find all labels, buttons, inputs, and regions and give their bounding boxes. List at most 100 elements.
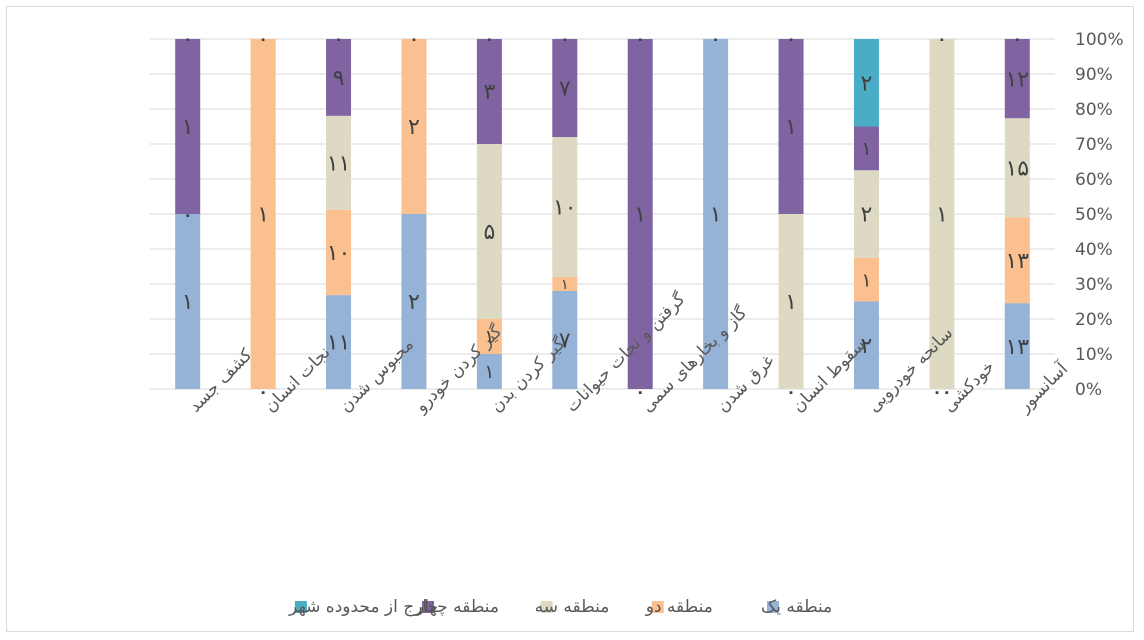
stacked-percent-bar-chart: ۱۱۰۰۱۰۰۱۱۱۰۱۱۹۰۲۲۰۱۱۵۳۰۷۱۱۰۷۰۱۰۰۱۰۱۱۰۰۲۱… [150, 30, 1124, 617]
data-label: ۲ [861, 334, 873, 359]
bar-segment [778, 214, 804, 389]
data-label: ۱۳ [1005, 335, 1029, 360]
bar-segment [1004, 303, 1030, 389]
legend-label: منطقه دو [645, 597, 713, 617]
bar-segment [1004, 39, 1030, 119]
y-tick-label: 60% [1075, 170, 1113, 190]
zero-label: ۰ [560, 30, 569, 48]
bar-segment [250, 39, 276, 389]
data-label: ۱ [936, 203, 948, 228]
y-tick-label: 80% [1075, 100, 1113, 120]
legend-item: منطقه چهار [415, 597, 499, 617]
bar-segment [175, 214, 201, 389]
zero-label: ۰ [1013, 30, 1022, 48]
bar-segment [1004, 118, 1030, 218]
bar-segment [326, 39, 352, 116]
y-tick-label: 70% [1075, 135, 1113, 155]
data-label: ۱ [634, 203, 646, 228]
data-label: ۱۱ [327, 331, 351, 356]
bar-segment [929, 39, 955, 389]
zero-label: ۰ [786, 382, 796, 401]
data-label: ۱ [257, 203, 269, 228]
zero-label: ۰ [786, 30, 795, 48]
data-label: ۱ [561, 277, 569, 293]
data-label: ۱۲ [1005, 67, 1029, 92]
data-label: ۲ [408, 290, 420, 315]
zero-label: ۰ [258, 382, 268, 401]
bar-segment [853, 170, 879, 258]
data-label: ۲ [408, 115, 420, 140]
zero-label: ۰۰ [932, 382, 952, 401]
y-tick-label: 90% [1075, 65, 1113, 85]
legend-item: منطقه سه [535, 597, 610, 617]
bar-segment [627, 39, 653, 389]
data-label: ۱۱ [327, 151, 351, 176]
legend-item: خارج از محدوده شهر [288, 597, 438, 617]
data-label: ۷ [559, 329, 571, 354]
chart-frame: ۱ ۱ ۰ ۰ ۱ ۰ ۰ ۱۱ ۱۰ ۱۱ ۹ ۰ ۲ ۲ ۰ ۱ ۱ ۵ ۳ ۰ ۷ ۱ ۱۰ ۷ ۰ ۱ ۰ ۰ ۱ ۰ ۱ ۱ ۰ ۰ ۲ ۱… [6, 6, 1134, 632]
legend-item: منطقه یک [761, 597, 832, 617]
legend-label: خارج از محدوده شهر [288, 597, 438, 617]
data-label: ۱ [182, 290, 194, 315]
legend-swatch [421, 601, 434, 613]
bar-segment [778, 39, 804, 214]
bar-segment [476, 39, 502, 144]
bar-segment [703, 39, 729, 389]
zero-label: ۰ [334, 30, 343, 48]
data-label: ۱۵ [1005, 156, 1029, 181]
bars [175, 39, 1030, 389]
legend-label: منطقه یک [761, 597, 832, 617]
y-tick-label: 40% [1075, 240, 1113, 260]
zero-label: ۰ [636, 30, 645, 48]
bar-segment [175, 39, 201, 214]
legend-item: منطقه دو [645, 597, 713, 617]
bar-segment [326, 115, 352, 210]
data-label: ۱ [861, 138, 871, 160]
legend-swatch [651, 601, 664, 613]
y-tick-label: 50% [1075, 205, 1113, 225]
zero-label: ۰ [259, 30, 268, 48]
bar-segment [552, 39, 578, 137]
data-label: ۲ [861, 203, 873, 228]
data-label: ۱ [785, 290, 797, 315]
y-tick-label: 30% [1075, 275, 1113, 295]
zero-label: ۰ [183, 30, 192, 48]
zero-label: ۰ [635, 382, 645, 401]
y-tick-label: 0% [1075, 380, 1102, 400]
data-label: ۷ [559, 77, 571, 102]
bar-segment [853, 126, 879, 171]
bar-segment [476, 319, 502, 354]
bar-segment [853, 301, 879, 389]
y-tick-label: 100% [1075, 30, 1124, 50]
legend-swatch [294, 601, 307, 613]
bar-segment [326, 295, 352, 389]
zero-label: ۰ [711, 30, 720, 48]
data-label: ۱ [785, 115, 797, 140]
data-label: ۵ [483, 220, 495, 245]
bar-segment [326, 209, 352, 296]
data-label: ۲ [861, 71, 873, 96]
bar-segment [476, 354, 502, 389]
zero-label: ۰ [183, 205, 193, 224]
bar-segment [853, 39, 879, 127]
zero-label: ۰ [409, 30, 418, 48]
data-label: ۱ [484, 361, 494, 383]
bar-segment [552, 291, 578, 389]
zero-label: ۰ [937, 30, 946, 48]
data-label: ۱۰ [327, 241, 351, 266]
bar-segment [552, 137, 578, 277]
legend-label: منطقه سه [535, 597, 610, 617]
bar-segment [853, 257, 879, 302]
legend-label: منطقه چهار [415, 597, 499, 617]
bar-segment [552, 277, 578, 291]
data-label: ۱ [861, 269, 871, 291]
y-tick-label: 20% [1075, 310, 1113, 330]
data-label: ۱۰ [553, 196, 577, 221]
y-axis: 0% 10% 20% 30% 40% 50% 60% 70% 80% 90% 100% [1075, 30, 1124, 400]
legend-swatch [767, 601, 779, 613]
legend-swatch [540, 601, 553, 613]
data-label: ۱۳ [1005, 249, 1029, 274]
bar-segment [401, 39, 427, 214]
data-label: ۱ [710, 203, 722, 228]
